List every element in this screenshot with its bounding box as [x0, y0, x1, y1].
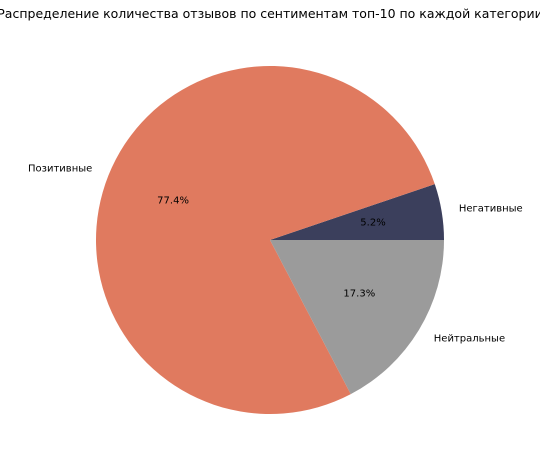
- slice-percent-label: 17.3%: [343, 289, 375, 300]
- slice-percent-label: 77.4%: [157, 196, 189, 207]
- slice-category-label: Негативные: [459, 203, 523, 214]
- slice-category-label: Нейтральные: [434, 334, 505, 345]
- chart-title: Распределение количества отзывов по сент…: [0, 6, 540, 21]
- pie-slices: [96, 66, 444, 414]
- slice-percent-label: 5.2%: [360, 218, 385, 229]
- slice-category-label: Позитивные: [28, 163, 92, 174]
